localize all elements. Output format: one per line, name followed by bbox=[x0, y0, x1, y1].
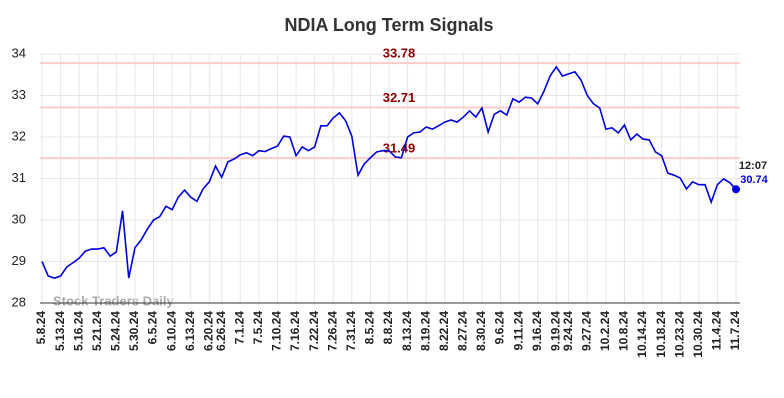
x-tick-label: 6.13.24 bbox=[183, 311, 197, 351]
x-tick-label: 9.19.24 bbox=[548, 311, 562, 351]
x-tick-label: 8.30.24 bbox=[474, 311, 488, 351]
x-tick-label: 7.31.24 bbox=[344, 311, 358, 351]
y-tick-label: 30 bbox=[12, 211, 26, 226]
x-tick-label: 5.16.24 bbox=[71, 311, 85, 351]
y-tick-label: 32 bbox=[12, 128, 26, 143]
x-tick-label: 5.13.24 bbox=[53, 311, 67, 351]
y-tick-label: 28 bbox=[12, 294, 26, 309]
last-value-label: 30.74 bbox=[740, 174, 768, 186]
x-tick-label: 8.5.24 bbox=[363, 311, 377, 345]
x-tick-label: 6.20.24 bbox=[201, 311, 215, 351]
x-tick-label: 8.27.24 bbox=[456, 311, 470, 351]
x-tick-label: 10.23.24 bbox=[672, 311, 686, 358]
x-tick-label: 9.27.24 bbox=[579, 311, 593, 351]
x-tick-label: 9.6.24 bbox=[493, 311, 507, 345]
x-tick-label: 6.5.24 bbox=[146, 311, 160, 345]
x-tick-label: 7.10.24 bbox=[270, 311, 284, 351]
x-tick-label: 8.22.24 bbox=[437, 311, 451, 351]
x-tick-label: 9.24.24 bbox=[561, 311, 575, 351]
x-tick-label: 7.22.24 bbox=[307, 311, 321, 351]
x-tick-label: 8.19.24 bbox=[418, 311, 432, 351]
x-tick-label: 10.18.24 bbox=[654, 311, 668, 358]
last-time-label: 12:07 bbox=[739, 160, 767, 172]
x-tick-label: 7.26.24 bbox=[325, 311, 339, 351]
series-line bbox=[41, 65, 737, 279]
x-tick-label: 7.5.24 bbox=[251, 311, 265, 345]
x-tick-label: 11.4.24 bbox=[710, 311, 724, 351]
x-tick-label: 10.30.24 bbox=[691, 311, 705, 358]
x-tick-label: 9.16.24 bbox=[530, 311, 544, 351]
x-tick-label: 9.11.24 bbox=[511, 311, 525, 351]
x-tick-label: 5.24.24 bbox=[109, 311, 123, 351]
level-label: 31.49 bbox=[383, 141, 416, 156]
level-label: 33.78 bbox=[383, 46, 416, 61]
y-tick-label: 31 bbox=[12, 170, 26, 185]
x-tick-label: 11.7.24 bbox=[728, 311, 742, 351]
last-point bbox=[732, 185, 740, 194]
x-tick-label: 10.2.24 bbox=[598, 311, 612, 351]
x-tick-label: 7.1.24 bbox=[232, 311, 246, 345]
y-tick-label: 29 bbox=[12, 253, 26, 268]
x-tick-label: 5.8.24 bbox=[34, 311, 48, 345]
watermark: Stock Traders Daily bbox=[53, 293, 174, 308]
x-tick-label: 8.13.24 bbox=[400, 311, 414, 351]
x-tick-label: 10.14.24 bbox=[635, 311, 649, 358]
x-tick-label: 7.16.24 bbox=[288, 311, 302, 351]
x-tick-label: 5.21.24 bbox=[90, 311, 104, 351]
plot: 28 29 30 31 32 33 34 5.8.24 5.13.24 5.16.24 5.21.2… bbox=[12, 45, 769, 357]
x-tick-label: 10.8.24 bbox=[617, 311, 631, 351]
x-tick-label: 8.8.24 bbox=[381, 311, 395, 345]
x-tick-label: 6.10.24 bbox=[164, 311, 178, 351]
y-tick-label: 34 bbox=[12, 45, 26, 60]
chart-title: NDIA Long Term Signals bbox=[284, 15, 493, 35]
x-tick-label: 6.26.24 bbox=[214, 311, 228, 351]
level-label: 32.71 bbox=[383, 90, 416, 105]
y-tick-label: 33 bbox=[12, 87, 26, 102]
x-tick-label: 5.30.24 bbox=[127, 311, 141, 351]
